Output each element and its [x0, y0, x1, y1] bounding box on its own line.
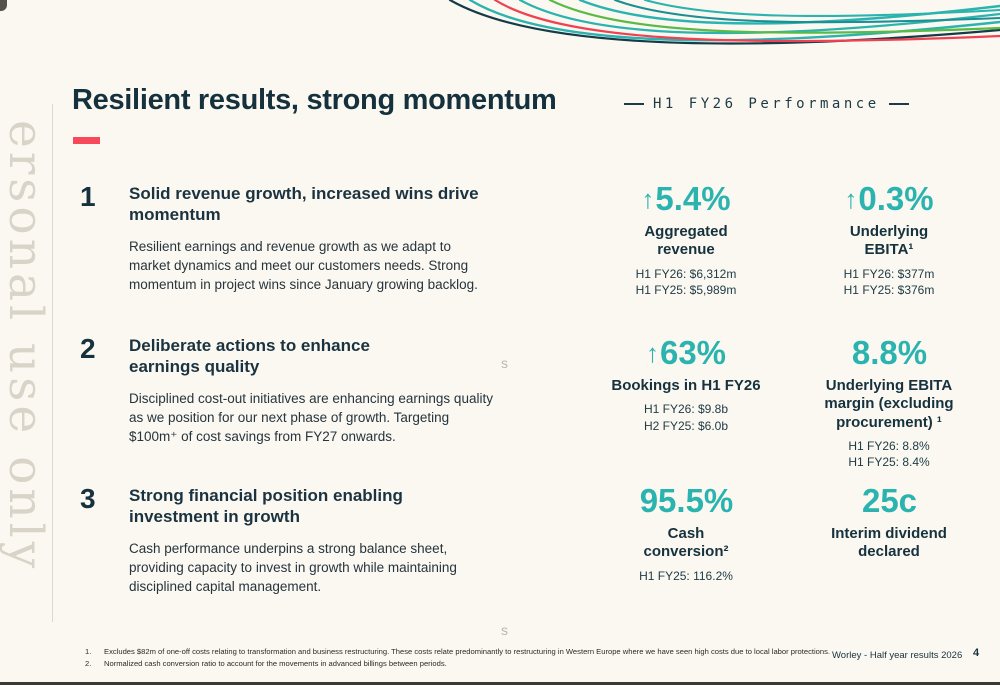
metric-subline: H1 FY26: $6,312m [635, 266, 737, 281]
up-arrow-icon: ↑ [641, 184, 655, 214]
metric-interim-dividend: 25c Interim dividend declared [794, 484, 984, 568]
metric-label: Bookings in H1 FY26 [611, 377, 761, 394]
section-content: Solid revenue growth, increased wins dri… [129, 183, 501, 295]
page-title: Resilient results, strong momentum [72, 84, 557, 116]
metric-number: 95.5% [639, 482, 734, 519]
section-heading: Deliberate actions to enhance earnings q… [129, 336, 370, 377]
metric-subline: H1 FY25: $5,989m [635, 283, 737, 298]
section-content: Strong financial position enabling inves… [129, 485, 491, 597]
wavy-lines-decoration [448, 0, 1000, 45]
red-accent-dash [73, 137, 100, 144]
section-heading: Solid revenue growth, increased wins dri… [129, 184, 479, 225]
performance-tag: H1 FY26 Performance [624, 96, 909, 112]
metric-subline: H1 FY25: $376m [843, 283, 935, 298]
side-watermark-text: ersonal use only [0, 120, 53, 573]
metric-number: 0.3% [858, 180, 934, 217]
section-body: Resilient earnings and revenue growth as… [129, 238, 478, 293]
section-content: Deliberate actions to enhance earnings q… [129, 335, 494, 447]
metric-aggregated-revenue: ↑5.4% Aggregated revenue H1 FY26: $6,312… [596, 182, 776, 299]
section-number: 1 [80, 181, 96, 212]
document-label: Worley - Half year results 2026 [832, 650, 963, 661]
page-number: 4 [973, 647, 980, 659]
footnote: 2. Normalized cash conversion ratio to a… [85, 658, 825, 670]
tag-line-left [624, 103, 644, 105]
metric-value: 25c [794, 484, 984, 517]
faint-watermark-s: s [501, 622, 508, 638]
section-number: 3 [80, 483, 96, 514]
left-vertical-rule [52, 104, 53, 622]
metric-subline: H1 FY25: 8.4% [848, 455, 930, 470]
metric-label: Aggregated revenue [644, 223, 728, 259]
metric-underlying-ebita: ↑0.3% Underlying EBITA¹ H1 FY26: $377m H… [794, 182, 984, 299]
section-body: Disciplined cost-out initiatives are enh… [129, 390, 493, 445]
section-revenue-growth: 1 Solid revenue growth, increased wins d… [72, 183, 532, 295]
performance-tag-label: H1 FY26 Performance [653, 96, 880, 112]
metric-label: Underlying EBITA¹ [849, 223, 929, 259]
footnotes: 1. Excludes $82m of one-off costs relati… [85, 646, 830, 670]
metric-subline: H1 FY26: $377m [843, 266, 935, 281]
metric-label: Interim dividend declared [831, 525, 947, 561]
section-financial-position: 3 Strong financial position enabling inv… [72, 485, 532, 597]
metric-value: ↑0.3% [794, 182, 984, 215]
metric-label: Underlying EBITA margin (excluding procu… [824, 377, 954, 431]
footnote-text: Normalized cash conversion ratio to acco… [104, 658, 447, 668]
metric-value: ↑5.4% [596, 182, 776, 215]
metric-label: Cash conversion² [643, 525, 729, 561]
metric-number: 63% [659, 334, 727, 371]
footnote-number: 1. [85, 647, 92, 656]
footnote: 1. Excludes $82m of one-off costs relati… [85, 646, 830, 658]
metric-subline: H1 FY26: $9.8b [643, 402, 729, 417]
section-body: Cash performance underpins a strong bala… [129, 540, 457, 595]
footnote-text: Excludes $82m of one-off costs relating … [104, 647, 831, 656]
corner-mark [0, 0, 7, 11]
up-arrow-icon: ↑ [844, 184, 858, 214]
metric-value: 8.8% [794, 336, 984, 369]
up-arrow-icon: ↑ [645, 338, 659, 368]
metric-cash-conversion: 95.5% Cash conversion² H1 FY25: 116.2% [596, 484, 776, 584]
section-heading: Strong financial position enabling inves… [129, 486, 403, 527]
section-number: 2 [80, 333, 96, 364]
metric-bookings: ↑63% Bookings in H1 FY26 H1 FY26: $9.8b … [596, 336, 776, 434]
metric-value: ↑63% [596, 336, 776, 369]
metric-subline: H1 FY25: 116.2% [639, 568, 733, 583]
metric-number: 8.8% [851, 334, 928, 371]
footnote-number: 2. [85, 658, 92, 668]
metric-ebita-margin: 8.8% Underlying EBITA margin (excluding … [794, 336, 984, 471]
metric-number: 5.4% [655, 180, 731, 217]
metric-subline: H1 FY26: 8.8% [848, 438, 930, 453]
metric-value: 95.5% [596, 484, 776, 517]
section-earnings-quality: 2 Deliberate actions to enhance earnings… [72, 335, 532, 447]
tag-line-right [888, 103, 909, 105]
metric-subline: H2 FY25: $6.0b [643, 418, 729, 433]
faint-watermark-s: s [501, 355, 508, 371]
metric-number: 25c [861, 482, 918, 519]
